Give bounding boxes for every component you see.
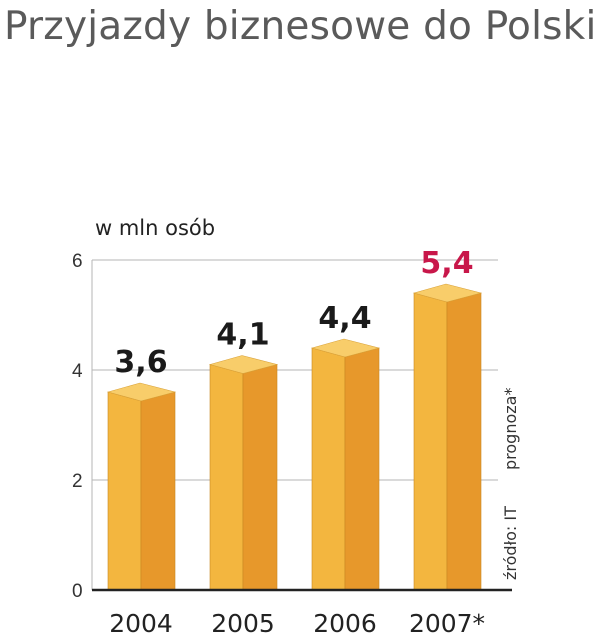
- x-category-label: 2004: [109, 609, 173, 638]
- bar-side-face: [242, 364, 278, 591]
- bar-front-face: [107, 391, 142, 591]
- bar-top-face: [106, 382, 177, 402]
- value-label: 4,1: [216, 318, 269, 353]
- y-tick-label: 0: [72, 581, 83, 602]
- bar-front-face: [413, 292, 448, 591]
- bar-top-face: [310, 338, 381, 358]
- y-axis-ticks: 0 2 4 6: [72, 251, 83, 602]
- value-label: 5,4: [420, 246, 473, 281]
- source-note: źródło: IT: [501, 506, 520, 580]
- y-axis-unit-label: w mln osób: [95, 216, 215, 240]
- bar-front-face: [209, 364, 244, 591]
- bar-top-face: [412, 283, 483, 303]
- bars: [106, 283, 483, 591]
- value-labels: 3,6 4,1 4,4 5,4: [114, 246, 473, 380]
- bar: [208, 355, 279, 591]
- bar-side-face: [140, 391, 176, 591]
- bar: [412, 283, 483, 591]
- bar-side-face: [446, 292, 482, 591]
- y-tick-label: 4: [72, 361, 83, 382]
- forecast-note: prognoza*: [501, 388, 520, 470]
- bar-front-face: [311, 347, 346, 591]
- x-category-label: 2005: [211, 609, 275, 638]
- x-category-label: 2007*: [409, 609, 485, 638]
- bar-side-face: [344, 347, 380, 591]
- value-label: 3,6: [114, 345, 167, 380]
- x-category-label: 2006: [313, 609, 377, 638]
- bar: [310, 338, 381, 591]
- bar: [106, 382, 177, 591]
- y-tick-label: 6: [72, 251, 83, 272]
- bar-top-face: [208, 355, 279, 374]
- chart-title: Przyjazdy biznesowe do Polski: [4, 4, 597, 49]
- x-axis-labels: 2004 2005 2006 2007*: [109, 609, 485, 638]
- y-tick-label: 2: [72, 471, 83, 492]
- value-label: 4,4: [318, 301, 371, 336]
